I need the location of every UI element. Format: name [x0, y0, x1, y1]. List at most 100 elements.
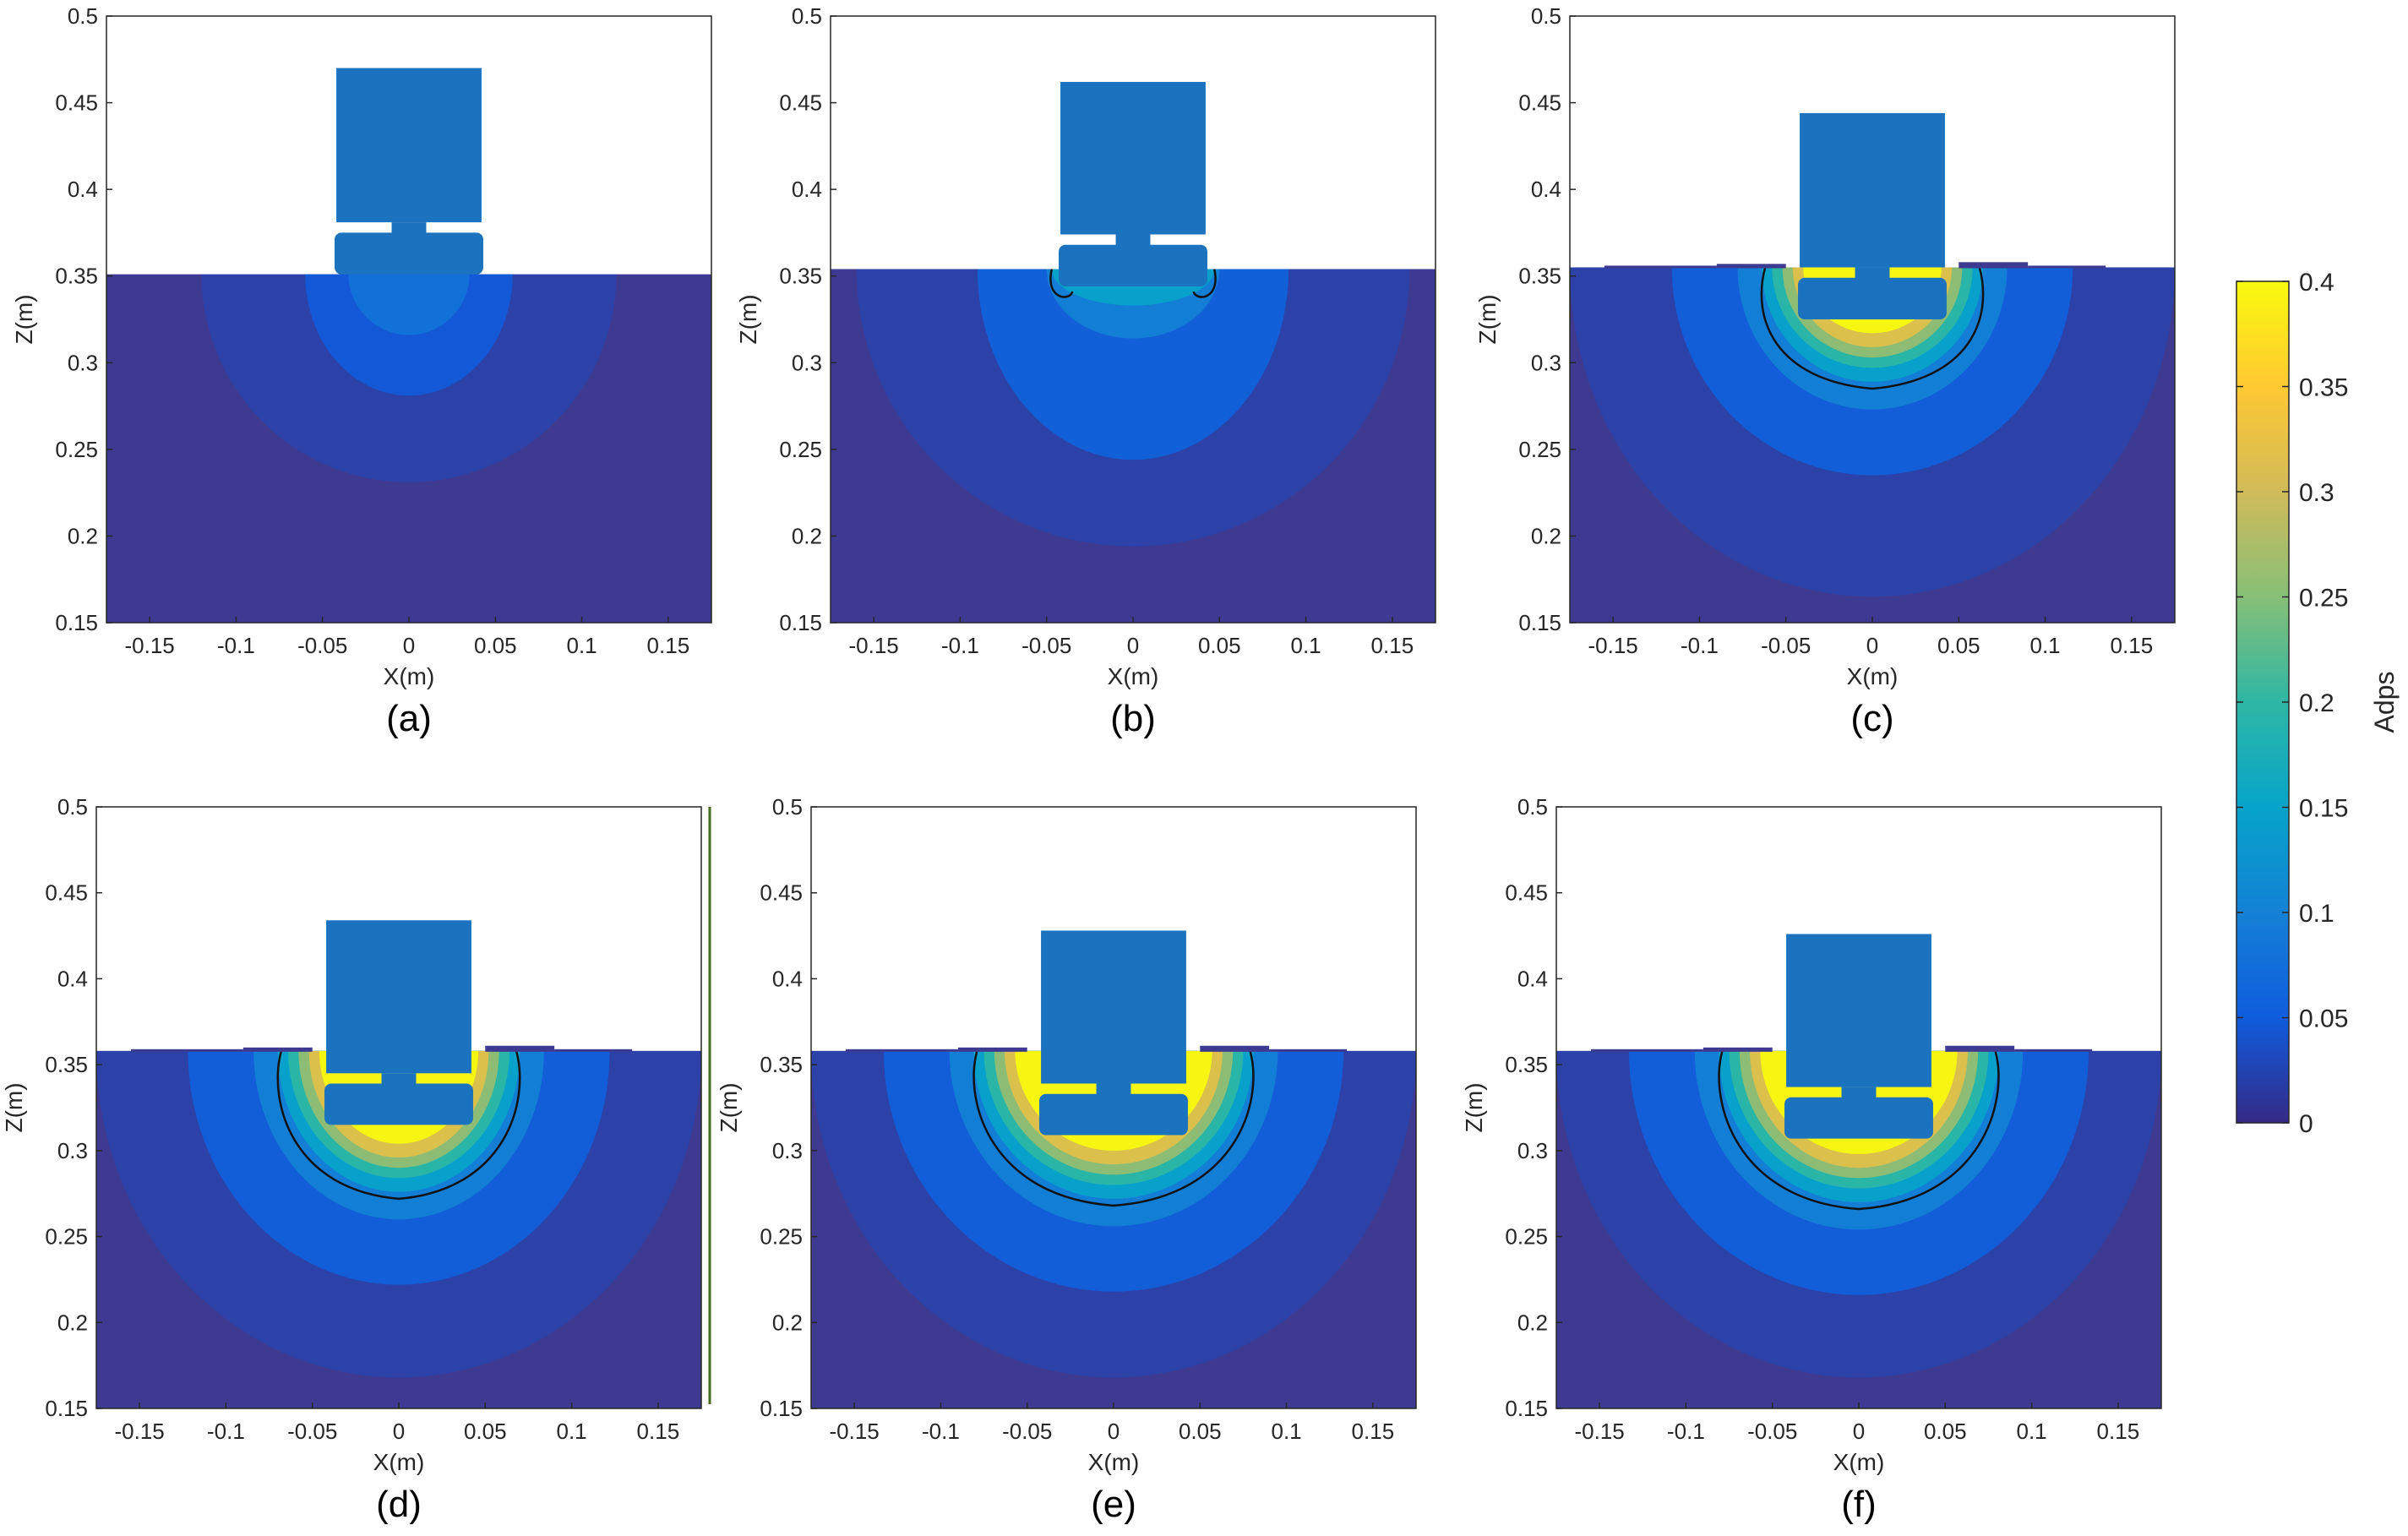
colorbar-tick-label: 0.35 — [2299, 374, 2348, 402]
panel-b: 0.15 0.2 0.25 0.3 0.35 0.4 0.45 0.5 -0.15 -0.1 -0.… — [735, 3, 1436, 739]
x-tick-label: 0 — [393, 1419, 405, 1444]
probe-neck — [1115, 234, 1151, 246]
x-tick-label: -0.1 — [941, 633, 979, 658]
surface-heave — [1200, 1045, 1270, 1052]
surface-heave — [2028, 265, 2106, 269]
colorbar-tick-label: 0 — [2299, 1110, 2313, 1138]
x-tick-label: 0.15 — [2097, 1419, 2140, 1444]
x-tick-label: 0.1 — [1290, 633, 1321, 658]
y-tick-label: 0.45 — [779, 90, 822, 116]
y-tick-label: 0.2 — [792, 523, 822, 548]
x-axis-label: X(m) — [1108, 663, 1159, 689]
x-tick-label: -0.1 — [1681, 633, 1719, 658]
probe-body — [326, 920, 471, 1074]
y-tick-label: 0.25 — [1518, 437, 1561, 462]
panel-caption: (c) — [1850, 698, 1893, 739]
y-tick-label: 0.2 — [1531, 523, 1561, 548]
probe-tip — [1784, 1097, 1933, 1139]
probe-body — [336, 68, 482, 223]
surface-heave — [845, 1049, 958, 1052]
x-tick-label: 0.05 — [1198, 633, 1241, 658]
adps-contour — [972, 1050, 1255, 1207]
x-tick-label: -0.15 — [849, 633, 899, 658]
x-tick-label: -0.1 — [1667, 1419, 1705, 1444]
y-tick-label: 0.35 — [760, 1052, 803, 1077]
x-tick-label: 0.1 — [2029, 633, 2060, 658]
x-tick-label: 0.15 — [1352, 1419, 1395, 1444]
x-tick-label: -0.1 — [207, 1419, 245, 1444]
y-axis-label: Z(m) — [1, 1082, 27, 1132]
x-tick-label: -0.1 — [217, 633, 255, 658]
x-tick-label: 0.1 — [556, 1419, 586, 1444]
colorbar-tick-label: 0.15 — [2299, 795, 2348, 823]
panel-c: 0.15 0.2 0.25 0.3 0.35 0.4 0.45 0.5 -0.15 -0.1 -0.… — [1474, 3, 2176, 739]
probe-body — [1060, 81, 1206, 235]
y-tick-label: 0.5 — [1517, 794, 1548, 820]
probe-body — [1041, 930, 1186, 1084]
colorbar-label: Adps — [2369, 672, 2400, 733]
panel-caption: (e) — [1091, 1484, 1136, 1525]
x-tick-label: -0.15 — [125, 633, 175, 658]
x-tick-label: -0.15 — [115, 1419, 165, 1444]
surface-heave — [957, 1047, 1027, 1052]
y-tick-label: 0.25 — [45, 1224, 88, 1250]
y-tick-label: 0.5 — [68, 3, 98, 29]
y-tick-label: 0.45 — [1505, 880, 1548, 906]
y-tick-label: 0.2 — [68, 523, 98, 548]
y-axis-label: Z(m) — [1474, 294, 1501, 344]
colorbar-tick-label: 0.4 — [2299, 269, 2334, 297]
surface-heave — [242, 1047, 313, 1052]
adps-contour — [1760, 267, 1985, 390]
y-tick-label: 0.3 — [1531, 350, 1561, 375]
y-tick-label: 0.25 — [760, 1224, 803, 1250]
probe-tip — [1059, 244, 1207, 287]
x-axis-label: X(m) — [1088, 1449, 1140, 1475]
x-axis-label: X(m) — [384, 663, 435, 689]
surface-heave — [1590, 1049, 1703, 1052]
probe-tip — [1039, 1093, 1188, 1136]
y-tick-label: 0.3 — [57, 1138, 88, 1163]
y-tick-label: 0.3 — [68, 350, 98, 375]
y-tick-label: 0.45 — [55, 90, 98, 116]
x-tick-label: -0.05 — [287, 1419, 337, 1444]
panel-d: 0.15 0.2 0.25 0.3 0.35 0.4 0.45 0.5 -0.15 -0.1 -0.… — [1, 794, 702, 1525]
y-tick-label: 0.3 — [1517, 1138, 1548, 1163]
panel-caption: (b) — [1110, 698, 1156, 739]
y-tick-label: 0.15 — [1505, 1396, 1548, 1421]
x-tick-label: -0.15 — [1575, 1419, 1625, 1444]
x-tick-label: 0 — [1853, 1419, 1865, 1444]
probe-neck — [381, 1073, 417, 1085]
panels-group: 0.15 0.2 0.25 0.3 0.35 0.4 0.45 0.5 -0.15 -0.1 -0.… — [1, 3, 2176, 1525]
probe-body — [1786, 934, 1931, 1087]
y-tick-label: 0.4 — [792, 177, 822, 202]
probe — [1784, 934, 1933, 1139]
adps-field — [201, 274, 617, 482]
y-tick-label: 0.3 — [772, 1138, 803, 1163]
x-tick-label: 0.05 — [474, 633, 517, 658]
probe-tip — [324, 1083, 473, 1125]
x-tick-label: 0.1 — [1271, 1419, 1301, 1444]
surface-heave — [1269, 1049, 1348, 1052]
y-tick-label: 0.2 — [772, 1310, 803, 1335]
x-tick-label: 0.05 — [464, 1419, 507, 1444]
panel-e: 0.15 0.2 0.25 0.3 0.35 0.4 0.45 0.5 -0.15 -0.1 -0.… — [716, 794, 1417, 1525]
y-axis-label: Z(m) — [11, 294, 37, 344]
adps-level — [348, 274, 470, 335]
colorbar-tick-label: 0.25 — [2299, 585, 2348, 613]
surface-heave — [1959, 262, 2029, 269]
panel-a: 0.15 0.2 0.25 0.3 0.35 0.4 0.45 0.5 -0.15 -0.1 -0.… — [11, 3, 712, 739]
x-tick-label: 0.05 — [1924, 1419, 1967, 1444]
panel-caption: (f) — [1841, 1484, 1877, 1525]
adps-contour — [1718, 1050, 2000, 1211]
x-tick-label: 0.15 — [1371, 633, 1414, 658]
probe — [1059, 81, 1207, 287]
y-tick-label: 0.35 — [55, 264, 98, 289]
adps-contour — [1049, 269, 1217, 298]
y-tick-label: 0.15 — [760, 1396, 803, 1421]
y-tick-label: 0.4 — [1531, 177, 1561, 202]
probe-tip — [1798, 277, 1947, 319]
y-tick-label: 0.35 — [45, 1052, 88, 1077]
y-tick-label: 0.35 — [779, 264, 822, 289]
x-tick-label: -0.05 — [1021, 633, 1071, 658]
colorbar-tick-label: 0.3 — [2299, 479, 2334, 507]
